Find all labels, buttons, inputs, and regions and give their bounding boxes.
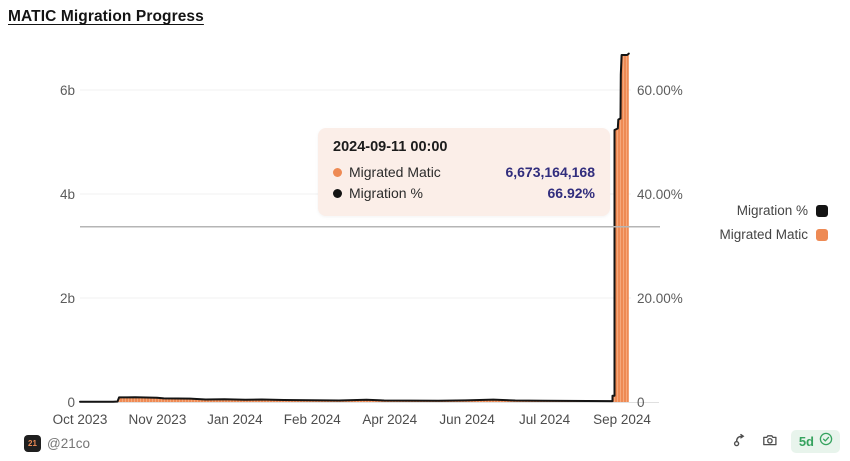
svg-text:40.00%: 40.00% (637, 187, 683, 202)
legend-item-migrated-matic[interactable]: Migrated Matic (719, 227, 828, 242)
svg-text:Feb 2024: Feb 2024 (284, 412, 342, 427)
svg-text:Nov 2023: Nov 2023 (129, 412, 187, 427)
migration-pct-dot-icon (333, 188, 342, 198)
migrated-matic-swatch-icon (816, 228, 828, 241)
author-attribution: 21 @21co (24, 435, 90, 452)
svg-text:Jan 2024: Jan 2024 (207, 412, 263, 427)
migration-pct-swatch-icon (816, 204, 828, 217)
svg-text:0: 0 (67, 395, 75, 410)
svg-text:0: 0 (637, 395, 645, 410)
migrated-matic-dot-icon (333, 167, 342, 177)
legend-label: Migrated Matic (719, 227, 808, 242)
tooltip-value: 66.92% (547, 185, 595, 201)
svg-text:Jul 2024: Jul 2024 (519, 412, 571, 427)
author-avatar[interactable]: 21 (24, 435, 41, 452)
fork-icon (732, 432, 748, 451)
svg-text:4b: 4b (60, 187, 75, 202)
right-axis-labels: 0 20.00% 40.00% 60.00% (637, 83, 683, 410)
chart-actions: 5d (732, 430, 840, 453)
svg-text:Jun 2024: Jun 2024 (439, 412, 495, 427)
fork-button[interactable] (732, 432, 748, 451)
tooltip-label: Migrated Matic (349, 164, 441, 180)
svg-text:60.00%: 60.00% (637, 83, 683, 98)
chart-legend: Migration % Migrated Matic (719, 203, 828, 251)
badge-age-label: 5d (798, 434, 814, 449)
svg-text:Apr 2024: Apr 2024 (362, 412, 417, 427)
svg-text:20.00%: 20.00% (637, 291, 683, 306)
check-circle-icon (819, 432, 833, 451)
svg-text:Sep 2024: Sep 2024 (593, 412, 651, 427)
tooltip-label: Migration % (349, 185, 423, 201)
tooltip-value: 6,673,164,168 (505, 164, 595, 180)
legend-label: Migration % (736, 203, 808, 218)
svg-text:6b: 6b (60, 83, 75, 98)
svg-text:2b: 2b (60, 291, 75, 306)
left-axis-labels: 0 2b 4b 6b (60, 83, 75, 410)
legend-item-migration-pct[interactable]: Migration % (719, 203, 828, 218)
migrated-matic-bars (80, 53, 629, 402)
camera-icon (761, 432, 778, 451)
tooltip-row-migration-pct: Migration % 66.92% (333, 185, 595, 201)
svg-text:Oct 2023: Oct 2023 (53, 412, 108, 427)
tooltip-row-migrated-matic: Migrated Matic 6,673,164,168 (333, 164, 595, 180)
freshness-badge[interactable]: 5d (790, 430, 840, 453)
author-handle[interactable]: @21co (47, 436, 90, 451)
tooltip-date: 2024-09-11 00:00 (333, 139, 448, 155)
migration-pct-line (79, 52, 630, 403)
page-title: MATIC Migration Progress (8, 8, 204, 25)
screenshot-button[interactable] (761, 432, 778, 451)
x-axis-labels: Oct 2023 Nov 2023 Jan 2024 Feb 2024 Apr 2024… (53, 412, 652, 427)
chart-tooltip: 2024-09-11 00:00 Migrated Matic 6,673,16… (318, 128, 610, 216)
